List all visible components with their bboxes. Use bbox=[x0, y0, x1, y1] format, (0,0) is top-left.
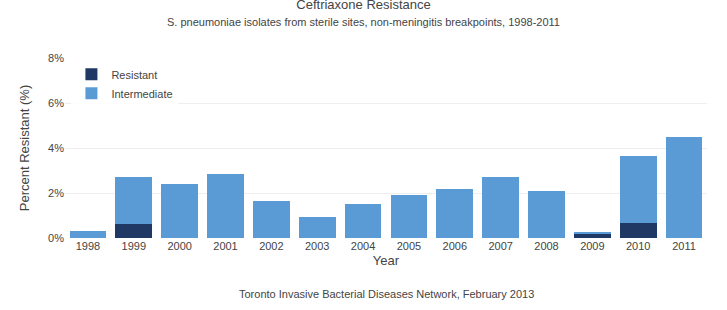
svg-text:6%: 6% bbox=[48, 97, 64, 109]
svg-text:2008: 2008 bbox=[534, 240, 558, 252]
svg-text:Toronto Invasive Bacterial Dis: Toronto Invasive Bacterial Diseases Netw… bbox=[239, 288, 534, 300]
svg-text:2004: 2004 bbox=[351, 240, 375, 252]
svg-text:Intermediate: Intermediate bbox=[111, 88, 172, 100]
svg-text:2005: 2005 bbox=[397, 240, 421, 252]
svg-text:2001: 2001 bbox=[213, 240, 237, 252]
svg-text:4%: 4% bbox=[48, 142, 64, 154]
svg-text:2%: 2% bbox=[48, 187, 64, 199]
svg-text:Resistant: Resistant bbox=[111, 69, 157, 81]
svg-text:2003: 2003 bbox=[305, 240, 329, 252]
svg-text:2009: 2009 bbox=[580, 240, 604, 252]
svg-text:Ceftriaxone ResistanceS. pneum: Ceftriaxone ResistanceS. pneumoniae isol… bbox=[167, 0, 560, 28]
svg-text:2006: 2006 bbox=[443, 240, 467, 252]
svg-text:0%: 0% bbox=[48, 232, 64, 244]
svg-text:1999: 1999 bbox=[122, 240, 146, 252]
svg-text:8%: 8% bbox=[48, 52, 64, 64]
svg-text:2002: 2002 bbox=[259, 240, 283, 252]
svg-text:2007: 2007 bbox=[488, 240, 512, 252]
svg-text:2011: 2011 bbox=[672, 240, 696, 252]
svg-text:Percent Resistant (%): Percent Resistant (%) bbox=[17, 85, 32, 211]
svg-text:Year: Year bbox=[373, 253, 400, 268]
svg-text:2000: 2000 bbox=[167, 240, 191, 252]
svg-text:1998: 1998 bbox=[76, 240, 100, 252]
svg-text:2010: 2010 bbox=[626, 240, 650, 252]
